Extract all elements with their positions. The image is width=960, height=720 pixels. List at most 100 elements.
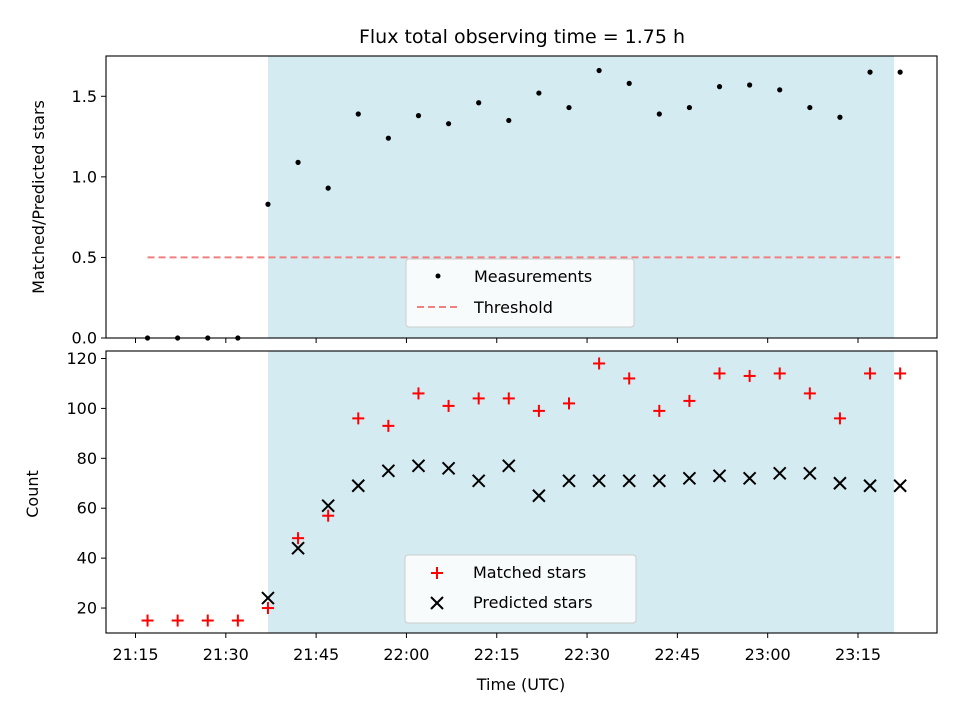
matched-stars-point xyxy=(141,614,154,627)
predicted-stars-point xyxy=(381,464,396,478)
measurements-point xyxy=(747,82,753,88)
matched-stars-point xyxy=(532,404,545,417)
matched-stars-point xyxy=(743,369,756,382)
legend-matched-marker xyxy=(431,567,443,579)
matched-stars-point xyxy=(773,367,786,380)
matched-stars-point xyxy=(352,412,365,425)
bottom-y-axis-label: Count xyxy=(23,470,42,518)
x-tick-label: 21:45 xyxy=(293,645,339,664)
measurements-point xyxy=(506,117,512,124)
legend-threshold-label: Threshold xyxy=(473,298,553,317)
predicted-stars-point xyxy=(773,466,787,480)
matched-stars-point xyxy=(713,367,726,380)
top-y-axis-label: Matched/Predicted stars xyxy=(29,100,48,294)
bottom-axis-ticks: 20 40 60 80 100 120 21:15 21:30 21:45 22:00 22:15 2… xyxy=(66,349,881,664)
matched-stars-point xyxy=(502,392,515,405)
predicted-stars-point xyxy=(652,474,667,488)
bottom-legend-box xyxy=(404,554,637,624)
measurements-point xyxy=(325,185,331,191)
top-axes-frame xyxy=(105,55,938,339)
measurements-point xyxy=(265,201,271,207)
predicted-stars-point xyxy=(622,474,636,488)
predicted-stars-point xyxy=(502,459,516,473)
top-legend-box xyxy=(405,258,635,328)
measurements-point xyxy=(566,104,572,111)
top-y-tick-label: 1.0 xyxy=(72,167,97,186)
bottom-panel: 20 40 60 80 100 120 21:15 21:30 21:45 22:00 22:15 2… xyxy=(23,349,938,694)
legend-predicted-label: Predicted stars xyxy=(473,593,593,612)
matched-stars-point xyxy=(563,397,575,410)
bottom-y-tick-label: 80 xyxy=(77,449,97,468)
bottom-legend: Matched stars Predicted stars xyxy=(404,554,637,624)
top-axis-ticks: 0.0 0.5 1.0 1.5 xyxy=(72,87,859,348)
top-series-layer xyxy=(144,67,903,341)
matched-stars-point xyxy=(201,614,214,627)
matched-stars-point xyxy=(382,419,395,432)
measurements-point xyxy=(445,121,452,127)
matched-stars-point xyxy=(412,387,425,400)
matched-stars-point xyxy=(171,614,184,627)
top-y-tick-label: 0.0 xyxy=(72,329,97,348)
bottom-y-tick-label: 120 xyxy=(66,349,97,368)
measurements-point xyxy=(536,90,542,96)
measurements-point xyxy=(777,87,783,93)
top-y-tick-label: 0.5 xyxy=(72,248,97,267)
measurements-point xyxy=(596,67,602,74)
matched-stars-point xyxy=(472,392,485,405)
predicted-stars-point xyxy=(712,469,727,483)
bottom-y-tick-label: 20 xyxy=(77,599,97,618)
predicted-stars-point xyxy=(351,479,365,493)
top-y-tick-label: 1.5 xyxy=(72,87,97,106)
matched-stars-point xyxy=(894,367,907,380)
x-tick-label: 21:15 xyxy=(112,645,158,664)
matched-stars-point xyxy=(442,399,455,412)
bottom-y-tick-label: 40 xyxy=(77,549,97,568)
chart-title: Flux total observing time = 1.75 h xyxy=(359,26,685,48)
measurements-point xyxy=(867,69,873,75)
x-tick-label: 23:15 xyxy=(835,645,881,664)
measurements-point xyxy=(656,111,662,117)
matched-stars-point xyxy=(292,532,305,545)
predicted-stars-point xyxy=(803,466,817,480)
matched-stars-point xyxy=(864,367,877,380)
x-tick-label: 22:30 xyxy=(564,645,610,664)
matched-stars-point xyxy=(322,509,335,522)
predicted-stars-point xyxy=(291,541,305,555)
predicted-stars-point xyxy=(682,471,697,485)
matched-stars-point xyxy=(683,394,696,407)
predicted-stars-point xyxy=(441,461,456,475)
predicted-stars-point xyxy=(592,474,606,488)
measurements-point xyxy=(295,159,301,165)
matched-stars-point xyxy=(803,387,816,400)
measurements-point xyxy=(837,114,843,120)
top-panel: 0.0 0.5 1.0 1.5 Matched/Predicted stars Mea… xyxy=(29,55,938,348)
x-tick-label: 22:15 xyxy=(474,645,520,664)
measurements-point xyxy=(355,111,361,117)
x-axis-label: Time (UTC) xyxy=(476,675,565,694)
matched-stars-point xyxy=(261,602,274,615)
x-tick-label: 22:45 xyxy=(654,645,700,664)
x-tick-label: 22:00 xyxy=(383,645,429,664)
predicted-stars-point xyxy=(562,474,576,488)
matched-stars-point xyxy=(653,404,666,417)
matched-stars-point xyxy=(593,357,606,370)
predicted-stars-point xyxy=(863,479,877,493)
matched-stars-point xyxy=(833,412,846,425)
measurements-point xyxy=(686,104,693,111)
measurements-point xyxy=(897,69,903,75)
predicted-stars-point xyxy=(471,474,486,488)
measurements-point xyxy=(476,100,482,106)
bottom-y-tick-label: 60 xyxy=(77,499,97,518)
measurements-point xyxy=(626,80,632,86)
top-legend: Measurements Threshold xyxy=(405,258,635,328)
predicted-stars-point xyxy=(833,476,847,490)
legend-matched-label: Matched stars xyxy=(473,563,586,582)
bottom-y-tick-label: 100 xyxy=(66,399,97,418)
predicted-stars-point xyxy=(411,459,426,473)
predicted-stars-point xyxy=(893,479,907,493)
predicted-stars-point xyxy=(532,489,546,503)
measurements-point xyxy=(385,135,391,141)
x-tick-label: 21:30 xyxy=(203,645,249,664)
legend-measurements-marker xyxy=(435,273,441,279)
